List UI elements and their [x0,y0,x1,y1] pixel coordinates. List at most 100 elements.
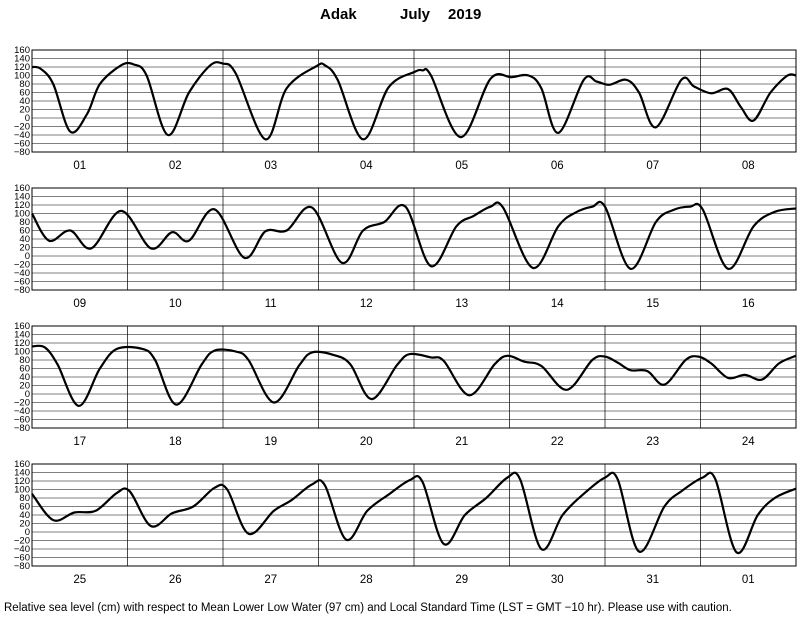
x-day-label: 24 [742,436,755,448]
y-tick-label: −20 [14,122,30,133]
x-day-label: 12 [360,298,373,310]
x-day-label: 26 [169,574,182,586]
x-day-label: 30 [551,574,564,586]
y-tick-label: 100 [14,485,30,496]
x-day-label: 16 [742,298,755,310]
y-tick-label: −20 [14,260,30,271]
plot-frame [31,187,797,291]
y-tick-label: 140 [14,330,30,341]
x-day-label: 06 [551,160,564,172]
y-tick-label: −60 [14,415,30,426]
y-tick-label: 80 [19,79,30,90]
y-tick-label: 0 [25,389,30,400]
x-day-label: 03 [264,160,277,172]
y-tick-label: 20 [19,105,30,116]
y-tick-label: 160 [14,321,30,332]
y-tick-label: 140 [14,54,30,65]
x-day-label: 01 [73,160,86,172]
x-day-label: 07 [646,160,659,172]
x-day-label: 29 [455,574,468,586]
y-tick-label: 120 [14,476,30,487]
y-tick-label: 100 [14,71,30,82]
y-tick-label: −80 [14,423,30,434]
y-tick-label: −80 [14,147,30,158]
y-tick-label: 20 [19,243,30,254]
x-day-label: 17 [73,436,86,448]
y-tick-label: 160 [14,45,30,56]
chart-title: Adak July 2019 [0,6,800,26]
y-tick-label: 0 [25,113,30,124]
y-tick-label: 80 [19,355,30,366]
y-tick-label: −40 [14,406,30,417]
y-tick-label: 60 [19,88,30,99]
sea-level-line [31,471,797,554]
x-day-label: 09 [73,298,86,310]
x-day-label: 20 [360,436,373,448]
y-tick-label: −20 [14,536,30,547]
title-month: July [400,6,431,23]
title-station: Adak [320,6,357,23]
y-tick-label: −40 [14,130,30,141]
x-day-label: 10 [169,298,182,310]
y-tick-label: −20 [14,398,30,409]
y-tick-label: −40 [14,544,30,555]
y-tick-label: 40 [19,510,30,521]
x-day-label: 11 [265,298,277,310]
plot-frame [31,49,797,153]
y-tick-label: 60 [19,502,30,513]
y-tick-label: 20 [19,519,30,530]
x-day-label: 19 [264,436,277,448]
y-tick-label: −60 [14,553,30,564]
footnote: Relative sea level (cm) with respect to … [4,602,732,614]
x-day-label: 23 [646,436,659,448]
x-day-label: 14 [551,298,564,310]
y-tick-label: 40 [19,372,30,383]
y-tick-label: 120 [14,62,30,73]
x-day-label: 21 [455,436,468,448]
y-tick-label: −60 [14,139,30,150]
y-tick-label: −80 [14,561,30,572]
x-day-label: 05 [455,160,468,172]
y-tick-label: 100 [14,209,30,220]
y-tick-label: 140 [14,468,30,479]
x-day-label: 28 [360,574,373,586]
y-tick-label: 60 [19,226,30,237]
x-day-label: 01 [742,574,755,586]
y-tick-label: 100 [14,347,30,358]
y-tick-label: 120 [14,338,30,349]
y-tick-label: 60 [19,364,30,375]
x-day-label: 04 [360,160,373,172]
y-tick-label: 0 [25,251,30,262]
x-day-label: 27 [264,574,277,586]
y-tick-label: 80 [19,493,30,504]
x-day-label: 15 [646,298,659,310]
x-day-label: 08 [742,160,755,172]
y-tick-label: 160 [14,459,30,470]
y-tick-label: −40 [14,268,30,279]
y-tick-label: 20 [19,381,30,392]
sea-level-line [31,61,797,141]
sea-level-line [31,200,797,270]
y-tick-label: 40 [19,234,30,245]
y-tick-label: 40 [19,96,30,107]
x-day-label: 22 [551,436,564,448]
y-tick-label: 120 [14,200,30,211]
plot-frame [31,463,797,567]
x-day-label: 18 [169,436,182,448]
x-day-label: 25 [73,574,86,586]
y-tick-label: 160 [14,183,30,194]
sea-level-line [31,344,797,407]
y-tick-label: 80 [19,217,30,228]
x-day-label: 31 [646,574,659,586]
x-day-label: 13 [455,298,468,310]
plot-frame [31,325,797,429]
y-tick-label: 0 [25,527,30,538]
title-year: 2019 [448,6,482,23]
y-tick-label: −80 [14,285,30,296]
y-tick-label: 140 [14,192,30,203]
